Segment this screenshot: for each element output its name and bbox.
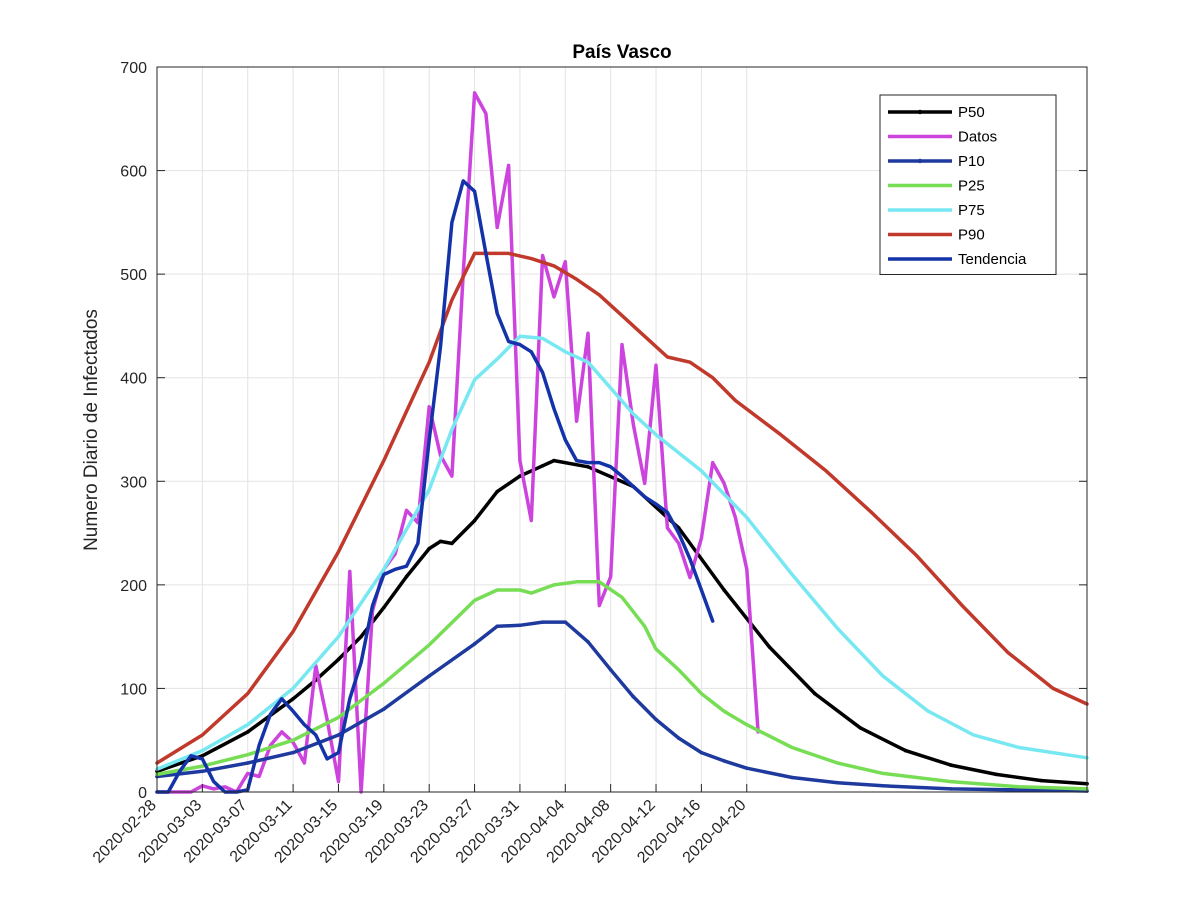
data-point-p10 <box>608 667 613 672</box>
data-point-p50 <box>858 725 862 730</box>
data-point-p50 <box>359 634 363 639</box>
data-point-p50 <box>336 657 341 662</box>
legend-marker-p10 <box>917 158 923 164</box>
data-point-p50 <box>1039 778 1044 783</box>
data-point-p50 <box>767 645 772 649</box>
y-tick-label: 600 <box>120 164 147 181</box>
data-point-p10 <box>291 750 295 755</box>
data-point-p50 <box>540 463 545 468</box>
data-point-p50 <box>994 772 999 777</box>
series-line-p90 <box>155 251 1089 765</box>
data-point-p10 <box>835 780 840 785</box>
legend: P50 Datos P10 P25 P75 P90 Tendencia <box>879 94 1057 275</box>
data-point-p10 <box>586 640 590 644</box>
data-point-p50 <box>495 489 500 494</box>
data-point-p10 <box>654 717 658 722</box>
data-point-p10 <box>245 761 250 765</box>
legend-label-p10: P10 <box>958 153 985 170</box>
data-point-p10 <box>382 707 386 711</box>
y-tick-label: 0 <box>138 785 147 802</box>
plot-frame <box>156 66 1088 793</box>
data-point-p50 <box>427 546 431 551</box>
series-line-p10 <box>155 620 1089 793</box>
data-point-p50 <box>245 730 250 734</box>
legend-label-p75: P75 <box>958 202 985 219</box>
data-point-p50 <box>722 588 726 592</box>
data-point-p50 <box>200 753 205 758</box>
data-point-p50 <box>552 458 556 463</box>
legend-label-tendencia: Tendencia <box>958 251 1027 268</box>
series-line-p25 <box>155 580 1089 791</box>
y-axis-label: Numero Diario de Infectados <box>81 309 102 551</box>
y-tick-label: 300 <box>120 474 147 491</box>
data-point-p10 <box>744 766 749 770</box>
data-point-p10 <box>472 642 477 646</box>
y-tick-label: 200 <box>120 578 147 595</box>
data-point-p50 <box>813 691 817 696</box>
data-point-p10 <box>540 620 545 624</box>
data-point-p50 <box>903 748 908 753</box>
data-point-p50 <box>586 464 590 469</box>
data-point-p10 <box>631 694 636 699</box>
chart-title: País Vasco <box>572 42 671 63</box>
y-axis-ticks: 0 100 200 300 400 500 600 700 <box>120 60 1087 802</box>
data-point-p10 <box>949 787 953 791</box>
legend-label-p50: P50 <box>958 104 985 121</box>
series-line-tendencia <box>155 179 715 794</box>
y-tick-label: 700 <box>120 60 147 77</box>
data-point-p10 <box>676 736 681 740</box>
legend-label-p90: P90 <box>958 227 985 244</box>
data-point-p10 <box>495 624 500 629</box>
data-point-p10 <box>1017 788 1021 792</box>
y-tick-label: 100 <box>120 681 147 698</box>
data-point-p50 <box>949 763 953 767</box>
data-point-p10 <box>336 733 341 737</box>
data-point-p10 <box>722 759 726 763</box>
data-point-p10 <box>881 783 885 788</box>
data-point-p50 <box>450 541 454 546</box>
data-point-p50 <box>438 539 443 544</box>
data-point-p50 <box>404 574 409 579</box>
legend-label-p25: P25 <box>958 178 985 195</box>
data-point-p10 <box>563 620 568 624</box>
data-point-p50 <box>382 605 386 610</box>
y-tick-label: 400 <box>120 371 147 388</box>
series-line-p75 <box>155 334 1089 771</box>
data-point-p10 <box>790 775 794 780</box>
data-point-p50 <box>291 696 295 701</box>
x-axis-ticks: 2020-02-282020-03-032020-03-072020-03-11… <box>90 784 750 867</box>
data-point-p10 <box>200 769 205 774</box>
series-line-datos <box>155 91 760 794</box>
series-layer <box>155 91 1089 794</box>
y-tick-label: 500 <box>120 267 147 284</box>
legend-marker-p50 <box>917 109 923 115</box>
legend-label-datos: Datos <box>958 129 997 146</box>
data-point-p10 <box>427 674 431 678</box>
data-point-p50 <box>518 474 522 478</box>
data-point-p10 <box>518 623 522 628</box>
data-point-p10 <box>699 750 704 755</box>
data-point-p50 <box>472 518 477 523</box>
